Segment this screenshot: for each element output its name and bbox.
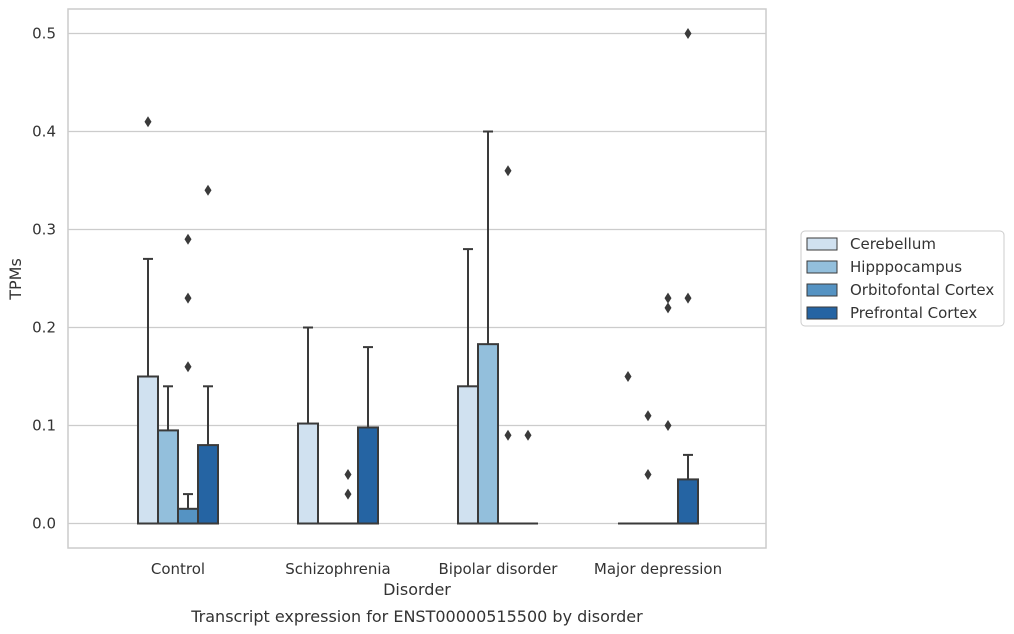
- outlier-point: [504, 429, 512, 441]
- chart-marks: [137, 28, 699, 525]
- y-axis: 0.0 0.1 0.2 0.3 0.4 0.5: [32, 25, 56, 533]
- box-bar: [157, 429, 179, 525]
- plot-frame: [67, 8, 767, 549]
- box-bar: [457, 385, 479, 525]
- y-tick-label: 0.3: [32, 221, 56, 239]
- outlier-point: [664, 420, 672, 431]
- outlier-point: [644, 469, 652, 480]
- y-tick-label: 0.0: [32, 515, 56, 533]
- outlier-point: [664, 292, 672, 304]
- outlier-point: [184, 292, 192, 304]
- outlier-point: [344, 469, 352, 480]
- x-tick-label: Schizophrenia: [285, 560, 390, 578]
- outlier-point: [184, 361, 192, 373]
- outlier-point: [204, 184, 212, 196]
- outlier-point: [624, 371, 632, 382]
- outlier-point: [664, 302, 672, 314]
- legend: Cerebellum Hipppocampus Orbitofontal Corte…: [800, 230, 1005, 327]
- y-axis-label: TPMs: [6, 258, 25, 301]
- outlier-point: [144, 116, 152, 128]
- outlier-point: [684, 292, 692, 304]
- box-bar: [197, 444, 219, 525]
- x-axis: Control Schizophrenia Bipolar disorder Majo…: [151, 560, 722, 578]
- x-tick-label: Bipolar disorder: [439, 560, 559, 578]
- y-tick-label: 0.1: [32, 417, 56, 435]
- chart-caption: Transcript expression for ENST0000051550…: [190, 607, 643, 626]
- legend-frame: [800, 230, 1005, 327]
- outlier-point: [524, 429, 532, 441]
- legend-label: Prefrontal Cortex: [850, 304, 977, 322]
- x-axis-label: Disorder: [383, 580, 451, 599]
- box-bar: [357, 426, 379, 525]
- outlier-point: [504, 165, 512, 177]
- legend-label: Orbitofontal Cortex: [850, 281, 994, 299]
- box-bar: [297, 422, 319, 525]
- outlier-point: [684, 28, 692, 39]
- legend-label: Cerebellum: [850, 235, 936, 253]
- outlier-point: [644, 410, 652, 422]
- outlier-point: [184, 233, 192, 245]
- box-bar: [177, 507, 199, 525]
- y-tick-label: 0.2: [32, 319, 56, 337]
- legend-label: Hipppocampus: [850, 258, 962, 276]
- legend-swatch: [806, 237, 838, 251]
- x-tick-label: Control: [151, 560, 205, 578]
- box-bar: [477, 343, 499, 525]
- outlier-point: [344, 488, 352, 500]
- box-bar: [137, 375, 159, 525]
- legend-swatch: [806, 283, 838, 297]
- y-tick-label: 0.4: [32, 123, 56, 141]
- x-tick-label: Major depression: [594, 560, 722, 578]
- legend-swatch: [806, 260, 838, 274]
- y-tick-label: 0.5: [32, 25, 56, 43]
- box-bar: [677, 478, 699, 525]
- legend-swatch: [806, 306, 838, 320]
